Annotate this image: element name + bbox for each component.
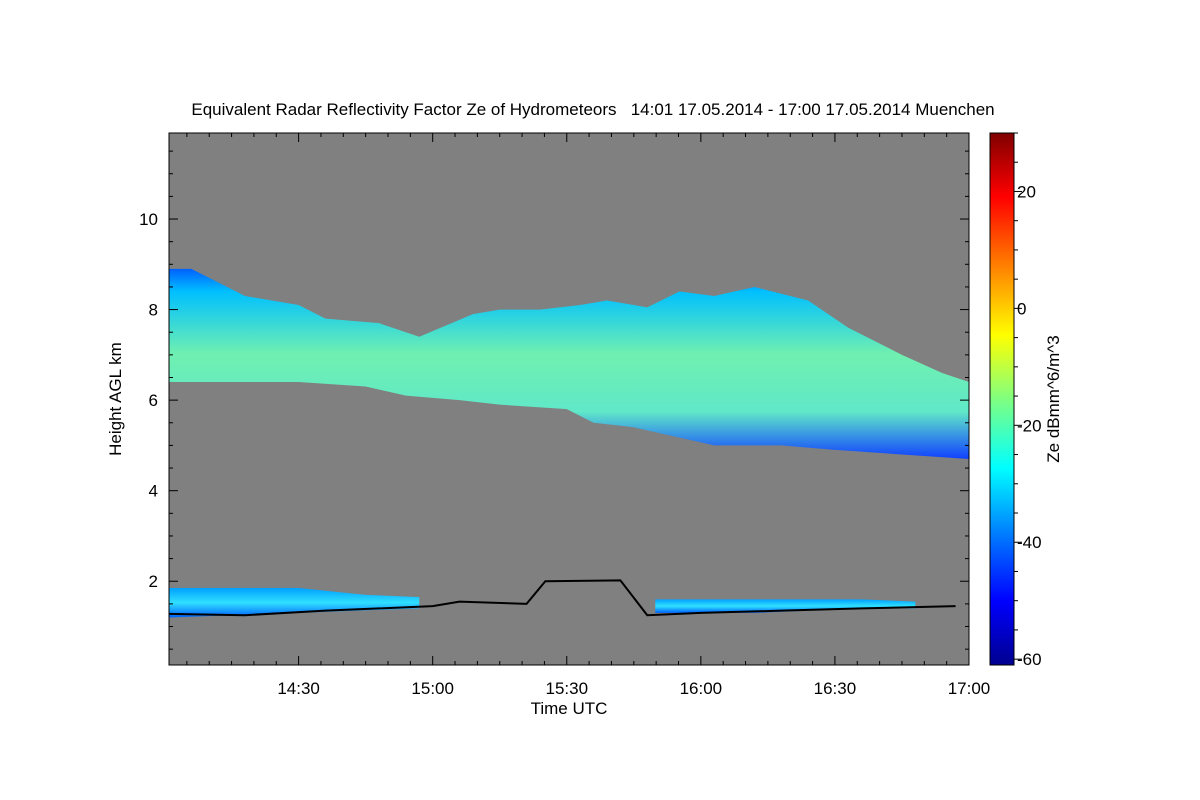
colorbar-tick-label: -60 (1017, 650, 1042, 669)
colorbar-label: Ze dBmm^6/m^3 (1044, 335, 1063, 462)
x-tick-label: 17:00 (948, 679, 991, 698)
x-tick-label: 16:30 (814, 679, 857, 698)
colorbar-tick-label: 20 (1017, 182, 1036, 201)
colorbar-tick-label: -20 (1017, 416, 1042, 435)
chart-title: Equivalent Radar Reflectivity Factor Ze … (191, 100, 994, 119)
x-tick-label: 16:00 (680, 679, 723, 698)
y-tick-label: 8 (149, 301, 158, 320)
plot-frame (168, 132, 970, 666)
colorbar-tick-label: -40 (1017, 533, 1042, 552)
colorbar (989, 132, 1015, 666)
cloud-base-line (169, 579, 956, 617)
x-tick-label: 14:30 (277, 679, 320, 698)
cloud-layer-1 (169, 268, 969, 459)
x-tick-label: 15:00 (411, 679, 454, 698)
x-axis-label: Time UTC (531, 699, 608, 718)
colorbar-tick-label: 0 (1017, 299, 1026, 318)
x-tick-label: 15:30 (545, 679, 588, 698)
y-tick-label: 4 (149, 482, 158, 501)
cloud-layer-3 (655, 599, 916, 613)
y-axis-label: Height AGL km (106, 342, 125, 456)
y-tick-label: 2 (149, 572, 158, 591)
y-tick-label: 10 (139, 210, 158, 229)
y-tick-label: 6 (149, 391, 158, 410)
